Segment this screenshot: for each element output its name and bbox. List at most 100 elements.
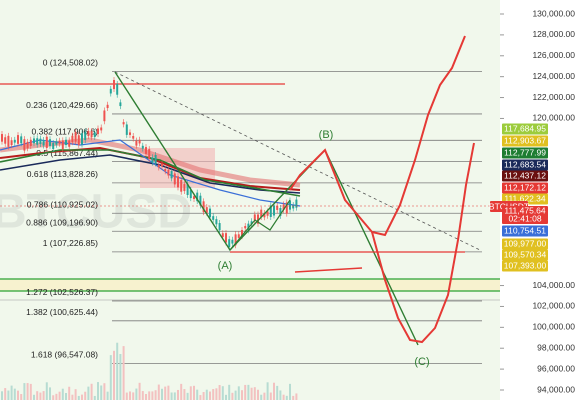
volume-bar [289,383,291,400]
fib-label: 1.618 (96,547.08) [31,350,98,360]
volume-bar [193,385,195,400]
candle-body [180,180,183,192]
candle-body [228,239,231,248]
volume-bar [1,391,3,400]
volume-bar [65,392,67,400]
fib-label: 0.382 (117,906.6) [32,127,99,137]
volume-bar [161,388,163,400]
volume-bar [55,393,58,400]
price-tag-label: 112,437.12 [504,170,546,180]
candle-body [186,183,189,195]
candle-body [231,239,234,244]
candle-body [52,142,55,149]
candle-body [106,104,109,109]
volume-bar [77,395,80,400]
candle-body [215,219,218,225]
candle-body [87,130,90,137]
volume-bar [138,382,141,400]
tick-label: 104,000.00 [532,280,575,290]
candle-body [36,138,39,145]
candle-body [273,205,275,216]
fib-label: 0.886 (109,196.90) [26,218,98,228]
volume-bar [116,342,119,400]
volume-bar [170,392,173,400]
candle-body [113,79,115,90]
price-tag [502,182,548,194]
candle-body [199,195,202,206]
volume-bar [49,387,51,400]
tick-label: 96,000.00 [537,363,575,373]
price-tag [502,147,548,159]
volume-bar [228,384,231,400]
volume-bar [113,350,115,400]
candle-body [279,208,282,216]
volume-bar [122,346,125,400]
volume-bar [106,391,109,400]
candle-body [132,136,135,139]
tick-label: 128,000.00 [532,29,575,39]
volume-bar [29,383,32,400]
volume-bar [189,386,192,400]
candle-body [225,233,227,243]
volume-bar [237,386,240,400]
volume-bar [68,386,71,400]
volume-bar [148,391,151,400]
price-tag-label: 112,903.67 [504,135,546,145]
volume-bar [234,390,237,400]
volume-bar [93,395,96,400]
volume-bar [135,388,138,400]
volume-bar [81,394,83,400]
candle-body [154,155,157,164]
candle-body [266,211,269,216]
candle-body [84,131,87,141]
volume-bar [119,353,122,400]
volume-bar [177,389,179,400]
volume-bar [244,384,247,400]
candle-body [253,214,256,221]
volume-bar [260,394,263,400]
price-tag-label: 109,570.34 [504,249,547,259]
fib-label: 0.236 (120,429.66) [26,100,98,110]
price-tag [502,225,548,237]
candle-body [247,223,250,231]
candle-body [97,128,99,135]
support-zone [0,279,500,291]
candle-body [116,84,119,95]
volume-bar [20,394,23,400]
volume-bar [109,355,112,400]
volume-bar [196,389,199,400]
tick-label: 98,000.00 [537,342,575,352]
drawing-line [114,71,481,251]
price-tag-label: 117,684.95 [504,123,546,133]
candle-body [20,136,23,144]
watermark: BTCUSD [0,186,192,239]
wave-label: (C) [414,356,429,368]
candle-body [58,140,61,144]
fib-label: 0.786 (110,925.02) [27,199,98,209]
candle-body [77,135,80,145]
tick-label: 130,000.00 [532,8,575,18]
candle-body [202,201,205,213]
volume-bar [167,385,170,400]
drawing-line [0,149,301,197]
volume-bar [39,392,42,400]
volume-bar [71,394,74,400]
volume-bar [157,384,160,400]
candle-body [292,205,295,209]
tick-label: 124,000.00 [532,71,575,81]
volume-bar [125,392,128,400]
fib-label: 0.618 (113,828.26) [27,169,98,179]
candle-body [4,137,7,144]
fib-label: 0 (124,508.02) [43,58,98,68]
volume-bar [84,391,87,400]
drawing-line [229,199,291,251]
drawing-line [0,137,301,188]
volume-bar [285,395,288,400]
volume-bar [209,391,211,400]
candle-body [234,234,237,246]
candle-body [218,223,221,231]
volume-bar [186,392,189,400]
candle-body [141,145,144,149]
volume-bar [183,389,186,400]
candle-body [71,135,74,143]
